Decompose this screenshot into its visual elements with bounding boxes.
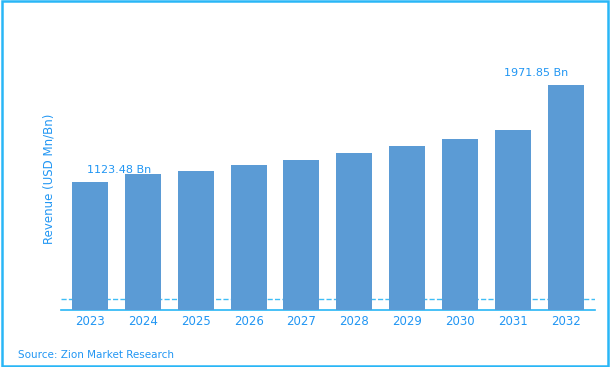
Bar bbox=[284, 160, 320, 310]
Bar bbox=[548, 85, 584, 310]
Bar bbox=[389, 146, 425, 310]
Bar bbox=[125, 174, 161, 310]
Text: 1123.48 Bn: 1123.48 Bn bbox=[87, 165, 152, 175]
Y-axis label: Revenue (USD Mn/Bn): Revenue (USD Mn/Bn) bbox=[43, 114, 56, 244]
Text: Source: Zion Market Research: Source: Zion Market Research bbox=[18, 350, 174, 360]
Bar bbox=[178, 171, 214, 310]
Text: CAGR : 6.45%: CAGR : 6.45% bbox=[79, 93, 186, 107]
Bar bbox=[72, 182, 108, 310]
Bar bbox=[231, 165, 267, 310]
Bar bbox=[495, 130, 531, 310]
Bar bbox=[336, 153, 372, 310]
Text: 2024-2032 (USD Billion): 2024-2032 (USD Billion) bbox=[174, 12, 371, 27]
Text: Global Long-Term Care Market,: Global Long-Term Care Market, bbox=[0, 10, 171, 28]
Text: 1971.85 Bn: 1971.85 Bn bbox=[504, 68, 569, 78]
Bar bbox=[442, 139, 478, 310]
